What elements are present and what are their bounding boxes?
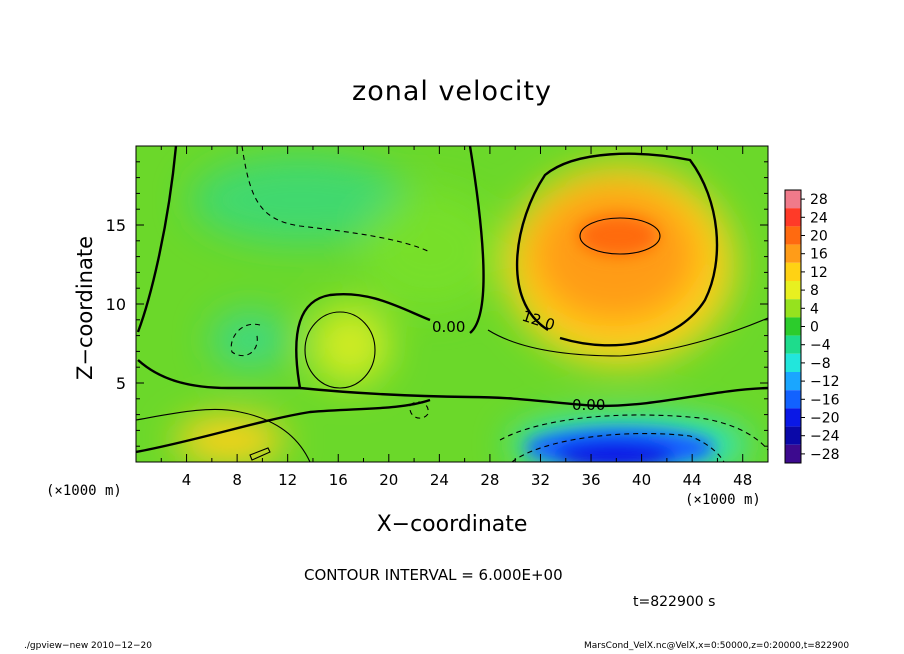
x-tick-label: 4 [182, 471, 192, 489]
colorbar-swatch [785, 426, 801, 445]
colorbar-label: 28 [810, 192, 828, 208]
colorbar-swatch [785, 226, 801, 245]
colorbar-label: −28 [810, 447, 840, 463]
x-tick-label: 48 [733, 471, 752, 489]
time-note: t=822900 s [633, 594, 716, 610]
y-tick-label: 10 [106, 295, 126, 314]
contour-thin [136, 217, 768, 462]
x-tick-label: 40 [632, 471, 651, 489]
contour-label-zero-1: 0.00 [432, 318, 465, 336]
colorbar-swatch [785, 317, 801, 336]
colorbar-label: −12 [810, 374, 840, 390]
x-tick-label: 24 [430, 471, 449, 489]
colorbar-swatch [785, 353, 801, 372]
x-axis-label: X−coordinate [376, 512, 528, 537]
contour-twelve [516, 152, 719, 347]
x-tick-label: 28 [480, 471, 499, 489]
x-tick-label: 36 [581, 471, 600, 489]
contour-label-zero-2: 0.00 [572, 396, 605, 414]
colorbar-label: −20 [810, 411, 840, 427]
contour-dashed [230, 146, 768, 462]
x-axis: 4 8 12 16 20 24 28 32 36 40 44 48 [160, 146, 752, 489]
y-axis-label: Z−coordinate [73, 236, 97, 380]
contour-zero [136, 146, 768, 454]
y-axis: 5 10 15 [106, 161, 768, 447]
colorbar-label: 4 [810, 301, 819, 317]
colorbar-label: 8 [810, 283, 819, 299]
heatmap-field [136, 146, 768, 462]
colorbar-swatch [785, 372, 801, 391]
colorbar-swatch [785, 335, 801, 354]
x-tick-label: 44 [683, 471, 702, 489]
colorbar-label: 24 [810, 210, 828, 226]
colorbar-label: 16 [810, 247, 828, 263]
colorbar-label: 20 [810, 229, 828, 245]
colorbar-swatch [785, 244, 801, 263]
contour-interval-note: CONTOUR INTERVAL = 6.000E+00 [304, 566, 563, 584]
colorbar-label: −8 [810, 356, 831, 372]
colorbar-label: −24 [810, 429, 840, 445]
colorbar-label: −16 [810, 392, 840, 408]
x-unit-label-left: (×1000 m) [46, 483, 122, 499]
chart-title: zonal velocity [352, 76, 552, 107]
colorbar-swatch [785, 390, 801, 409]
x-tick-label: 12 [278, 471, 297, 489]
colorbar-swatch [785, 262, 801, 281]
colorbar: 28 24 20 16 12 8 4 0 −4 −8 −12 −16 −20 −24 −28 [784, 189, 840, 464]
colorbar-swatch [785, 408, 801, 427]
y-tick-label: 5 [116, 374, 126, 393]
x-tick-label: 16 [329, 471, 348, 489]
colorbar-swatch [785, 444, 801, 463]
colorbar-label: 0 [810, 320, 819, 336]
x-tick-label: 20 [379, 471, 398, 489]
x-tick-label: 8 [232, 471, 242, 489]
colorbar-swatch [785, 299, 801, 318]
footer-source: MarsCond_VelX.nc@VelX,x=0:50000,z=0:2000… [584, 641, 850, 651]
colorbar-label: −4 [810, 338, 831, 354]
x-unit-label-right: (×1000 m) [685, 492, 761, 508]
colorbar-swatch [785, 281, 801, 300]
colorbar-swatch [785, 208, 801, 227]
x-tick-label: 32 [531, 471, 550, 489]
footer-program: ./gpview−new 2010−12−20 [24, 641, 152, 651]
colorbar-swatch [785, 190, 801, 209]
colorbar-label: 12 [810, 265, 828, 281]
y-tick-label: 15 [106, 216, 126, 235]
